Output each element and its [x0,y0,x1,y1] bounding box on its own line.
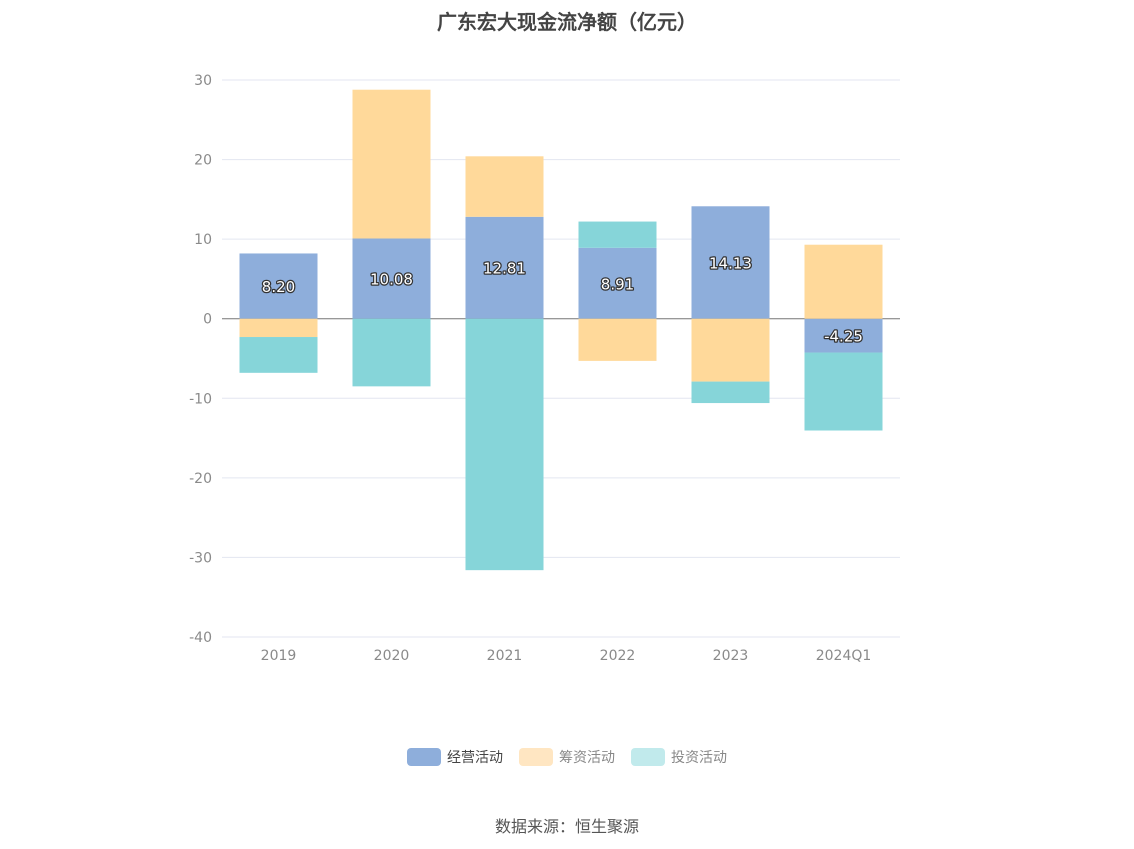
x-tick-label: 2024Q1 [816,648,872,664]
bar-segment [239,253,318,319]
x-tick-label: 2020 [374,648,410,664]
data-label: -4.25 [824,328,863,346]
bar-segment [578,221,657,248]
x-tick-label: 2022 [600,648,636,664]
bar-segment [804,244,883,319]
y-tick-label: 10 [194,232,212,248]
bar-segment [465,156,544,217]
legend-item-operating[interactable]: 经营活动 [407,747,503,767]
legend-swatch-operating [407,748,441,766]
bar-segment [239,337,318,373]
y-tick-label: -10 [189,391,212,407]
bar-segment [691,206,770,319]
bar-segment [352,238,431,319]
legend-swatch-financing [519,748,553,766]
data-label: 14.13 [709,254,752,272]
x-tick-label: 2023 [713,648,749,664]
bar-segment [465,318,544,571]
x-tick-label: 2021 [487,648,523,664]
bar-segment [578,318,657,361]
x-tick-label: 2019 [261,648,297,664]
legend-item-investing[interactable]: 投资活动 [631,747,727,767]
y-tick-label: -30 [189,550,212,566]
bar-segment [239,318,318,338]
bar-segment [804,352,883,431]
data-source: 数据来源：恒生聚源 [494,817,639,836]
legend: 经营活动 筹资活动 投资活动 [0,747,1134,767]
bar-segment [691,381,770,404]
legend-label-financing: 筹资活动 [559,750,615,766]
y-tick-label: 30 [194,73,212,89]
y-tick-label: -40 [189,630,212,646]
y-tick-label: -20 [189,471,212,487]
legend-label-investing: 投资活动 [671,750,727,766]
legend-item-financing[interactable]: 筹资活动 [519,747,615,767]
data-label: 10.08 [370,271,413,289]
bar-segment [578,247,657,319]
legend-swatch-investing [631,748,665,766]
data-label: 8.91 [601,275,634,293]
chart-title: 广东宏大现金流净额（亿元） [437,10,697,34]
bar-segment [352,318,431,387]
bar-segment [352,89,431,239]
bar-segment [691,318,770,382]
y-tick-label: 0 [203,312,212,328]
legend-label-operating: 经营活动 [447,750,503,766]
chart-plot: 30 20 10 0 -10 -20 -30 -40 2019 2020 2021 2022 2023 2… [189,73,900,664]
data-label: 12.81 [483,260,526,278]
y-tick-label: 20 [194,153,212,169]
bar-segment [465,216,544,319]
bar-segment [804,318,883,353]
data-label: 8.20 [262,278,295,296]
